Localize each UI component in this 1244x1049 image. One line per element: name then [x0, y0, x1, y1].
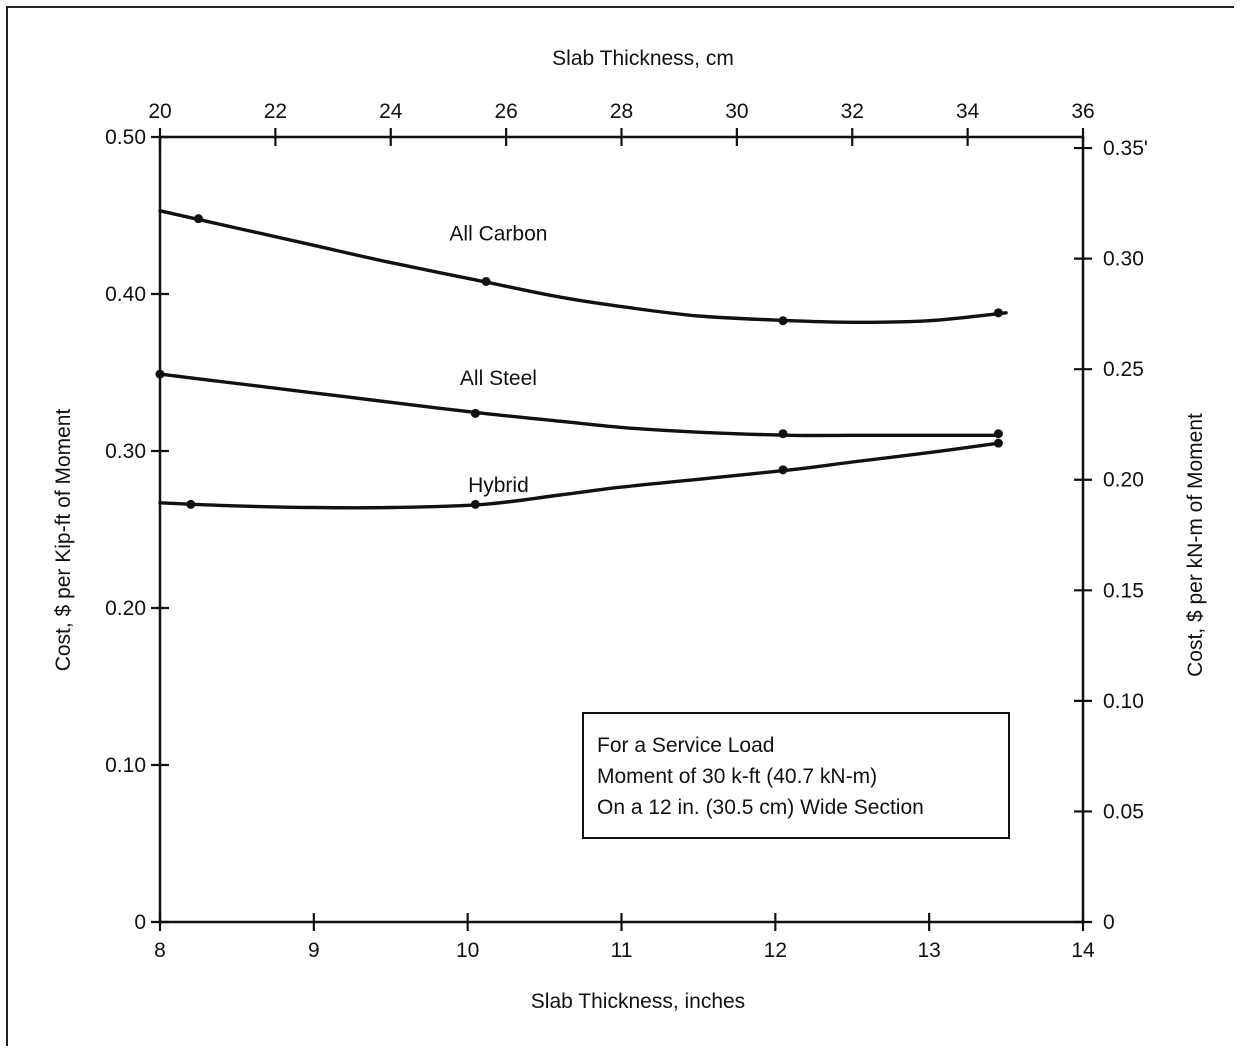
data-point-all-carbon [481, 276, 491, 286]
y-axis-title: Cost, $ per Kip-ft of Moment [52, 409, 75, 672]
x2-tick-label: 20 [148, 100, 171, 123]
y2-tick-label: 0.05 [1103, 800, 1144, 823]
series-hybrid: Hybrid [158, 438, 1003, 510]
x-axis-title: Slab Thickness, inches [531, 990, 745, 1013]
x-tick-label: 12 [764, 939, 787, 962]
x2-tick-label: 22 [264, 100, 287, 123]
data-point-all-carbon [778, 316, 788, 326]
series-all-steel: All Steel [155, 367, 1003, 439]
x-tick-label: 9 [308, 939, 320, 962]
x2-tick-label: 30 [725, 100, 748, 123]
data-point-all-carbon [993, 308, 1003, 318]
data-point-hybrid [470, 499, 480, 509]
data-point-hybrid [993, 438, 1003, 448]
y2-tick-label: 0.30 [1103, 248, 1144, 271]
figure-frame [6, 6, 1234, 1046]
x-tick-label: 13 [917, 939, 940, 962]
x2-tick-label: 24 [379, 100, 403, 123]
series-line-all-carbon [158, 209, 1008, 325]
data-point-all-carbon [193, 214, 203, 224]
x2-tick-label: 28 [610, 100, 633, 123]
y-tick-label: 0.30 [105, 440, 146, 463]
x2-tick-label: 26 [494, 100, 517, 123]
annotation-line-1: For a Service Load [597, 734, 774, 757]
y-tick-label: 0.50 [105, 126, 146, 149]
x-tick-label: 14 [1071, 939, 1095, 962]
y-tick-label: 0 [134, 911, 146, 934]
y2-tick-label: 0.10 [1103, 690, 1144, 713]
series-line-hybrid [158, 441, 1001, 510]
y2-tick-label: 0.15 [1103, 579, 1144, 602]
series-label-hybrid: Hybrid [468, 474, 529, 497]
y2-axis-title: Cost, $ per kN-m of Moment [1184, 413, 1207, 677]
series-label-all-steel: All Steel [460, 367, 537, 390]
x2-tick-label: 36 [1071, 100, 1094, 123]
y2-tick-label: 0 [1103, 911, 1115, 934]
annotation-line-2: Moment of 30 k-ft (40.7 kN-m) [597, 765, 877, 788]
data-point-all-steel [993, 429, 1003, 439]
y-tick-label: 0.20 [105, 597, 146, 620]
data-point-hybrid [778, 465, 788, 475]
y2-tick-label: 0.35' [1103, 137, 1148, 160]
data-point-hybrid [186, 499, 196, 509]
annotation-line-3: On a 12 in. (30.5 cm) Wide Section [597, 796, 924, 819]
series-line-all-steel [158, 372, 1001, 438]
y-tick-label: 0.40 [105, 283, 146, 306]
y2-tick-label: 0.25 [1103, 358, 1144, 381]
x2-tick-label: 34 [956, 100, 980, 123]
data-point-all-steel [778, 429, 788, 439]
y2-tick-label: 0.20 [1103, 469, 1144, 492]
annotation-box: For a Service Load Moment of 30 k-ft (40… [582, 712, 1010, 839]
x2-tick-label: 32 [841, 100, 864, 123]
y-tick-label: 0.10 [105, 754, 146, 777]
data-point-all-steel [155, 369, 165, 379]
x-tick-label: 10 [456, 939, 479, 962]
x-tick-label: 8 [154, 939, 166, 962]
series-label-all-carbon: All Carbon [449, 223, 547, 246]
annotation-border [582, 712, 1010, 839]
data-point-all-steel [470, 408, 480, 418]
x2-axis-title: Slab Thickness, cm [552, 47, 734, 70]
x-tick-label: 11 [611, 939, 633, 962]
series-all-carbon: All Carbon [158, 209, 1008, 326]
